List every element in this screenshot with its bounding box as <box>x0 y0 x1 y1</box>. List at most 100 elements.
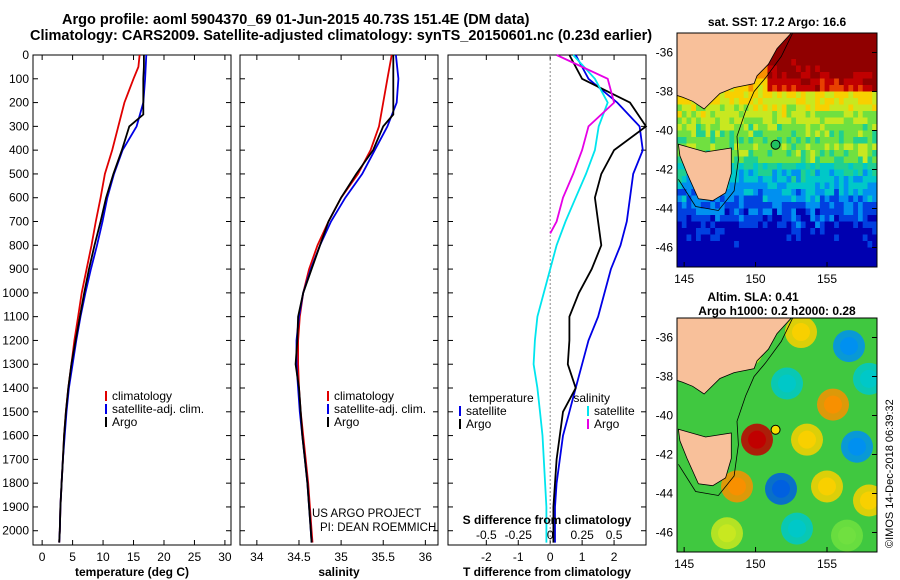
sst-cell <box>843 163 850 171</box>
sst-cell <box>867 176 873 184</box>
sst-cell <box>748 254 754 262</box>
depth-tick-label: 100 <box>9 72 29 86</box>
sst-cell <box>800 182 807 190</box>
sst-cell <box>843 85 850 93</box>
sst-cell <box>862 46 869 54</box>
sst-cell <box>862 169 869 177</box>
sst-cell <box>791 104 797 112</box>
sst-cell <box>824 98 830 106</box>
sst-cell <box>686 124 692 132</box>
sst-cell <box>696 137 702 145</box>
sst-cell <box>834 39 840 47</box>
sst-cell <box>767 241 773 249</box>
diff-series-t-argo <box>552 54 648 543</box>
sst-cell <box>819 46 826 54</box>
sst-cell <box>758 104 764 112</box>
sst-cell <box>848 208 854 216</box>
sst-cell <box>767 156 773 164</box>
sst-cell <box>838 169 845 177</box>
sst-cell <box>748 202 754 210</box>
sst-cell <box>853 163 859 171</box>
sst-cell <box>872 104 877 112</box>
sst-cell <box>796 143 802 151</box>
sst-cell <box>748 234 754 242</box>
g-sst-ytick-label: -46 <box>656 241 674 255</box>
sst-cell <box>767 221 773 229</box>
sst-cell <box>838 46 845 54</box>
sst-cell <box>843 130 850 138</box>
sst-cell <box>691 189 697 197</box>
sst-cell <box>819 85 826 93</box>
sst-cell <box>853 59 859 67</box>
sst-cell <box>800 189 807 197</box>
sal-diff-tick-label: -0.5 <box>476 528 497 542</box>
sst-cell <box>791 169 797 177</box>
sst-cell <box>791 39 797 47</box>
sst-cell <box>791 98 797 106</box>
sst-cell <box>834 195 840 203</box>
sst-cell <box>719 111 726 119</box>
sst-cell <box>824 124 830 132</box>
g-sst-ytick-label: -40 <box>656 124 674 138</box>
sst-cell <box>729 104 735 112</box>
sst-cell <box>872 39 877 47</box>
sst-cell <box>838 130 845 138</box>
sst-cell <box>805 72 811 80</box>
sst-cell <box>796 46 802 54</box>
temp-legend-label: satellite-adj. clim. <box>112 402 204 416</box>
sst-cell <box>734 195 740 203</box>
sst-cell <box>743 91 750 99</box>
sst-cell <box>796 182 802 190</box>
sst-cell <box>681 254 688 262</box>
sst-cell <box>843 234 850 242</box>
sst-cell <box>715 195 721 203</box>
sst-cell <box>824 72 830 80</box>
sst-cell <box>805 234 811 242</box>
sst-cell <box>853 260 859 267</box>
sst-cell <box>748 247 754 255</box>
sst-cell <box>834 91 840 99</box>
sst-cell <box>719 247 726 255</box>
sst-cell <box>810 202 816 210</box>
sst-cell <box>800 195 807 203</box>
sst-cell <box>796 39 802 47</box>
sst-cell <box>724 124 730 132</box>
sst-cell <box>853 234 859 242</box>
sst-cell <box>872 33 877 41</box>
sst-cell <box>791 247 797 255</box>
depth-tick-label: 600 <box>9 191 29 205</box>
sst-cell <box>858 72 864 80</box>
sst-cell <box>834 260 840 267</box>
sst-cell <box>829 189 835 197</box>
sst-cell <box>848 182 854 190</box>
sst-cell <box>696 234 702 242</box>
sst-cell <box>777 189 783 197</box>
sst-cell <box>767 143 773 151</box>
sst-cell <box>848 234 854 242</box>
sst-cell <box>819 59 826 67</box>
sst-cell <box>777 176 783 184</box>
sst-cell <box>824 234 830 242</box>
sst-cell <box>753 215 759 223</box>
sst-cell <box>677 195 683 203</box>
sst-cell <box>805 202 811 210</box>
sst-cell <box>872 228 877 236</box>
sst-cell <box>805 59 811 67</box>
sst-cell <box>858 33 864 41</box>
sst-cell <box>767 124 773 132</box>
sst-cell <box>800 33 807 41</box>
sst-cell <box>853 85 859 93</box>
sst-cell <box>791 241 797 249</box>
sst-cell <box>838 189 845 197</box>
sst-cell <box>719 215 726 223</box>
sst-cell <box>824 117 830 125</box>
sla-anomaly-core <box>728 477 746 496</box>
sst-cell <box>805 78 811 86</box>
sst-cell <box>753 143 759 151</box>
sst-cell <box>772 234 778 242</box>
sst-cell <box>843 208 850 216</box>
sst-cell <box>829 241 835 249</box>
sst-cell <box>681 208 688 216</box>
sst-cell <box>805 260 811 267</box>
sst-cell <box>705 254 711 262</box>
